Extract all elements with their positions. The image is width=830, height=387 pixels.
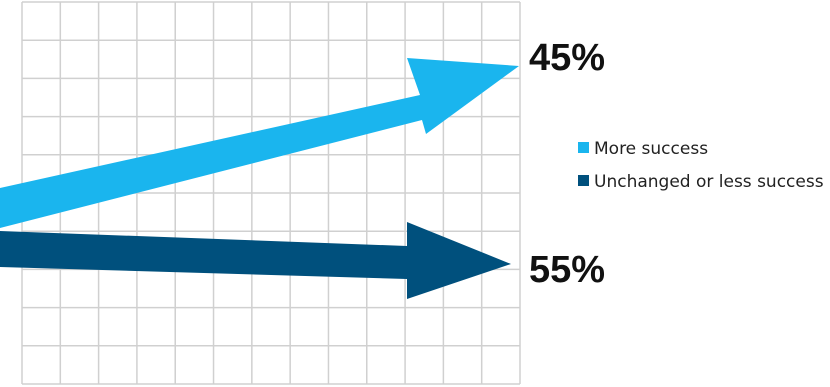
arrow-unchanged-or-less-success	[0, 222, 511, 299]
legend-label-unchanged-or-less-success: Unchanged or less success	[594, 172, 824, 192]
legend-swatch-more-success	[578, 142, 589, 153]
arrow-more-success	[0, 58, 519, 228]
legend-swatch-unchanged-or-less-success	[578, 175, 589, 186]
legend-item-more-success: More success	[578, 139, 708, 159]
data-label-unchanged-or-less-success: 55%	[529, 249, 605, 291]
legend-item-unchanged-or-less-success: Unchanged or less success	[578, 172, 824, 192]
legend-label-more-success: More success	[594, 139, 708, 159]
data-label-more-success: 45%	[529, 37, 605, 79]
legend: More success Unchanged or less success	[578, 139, 824, 192]
